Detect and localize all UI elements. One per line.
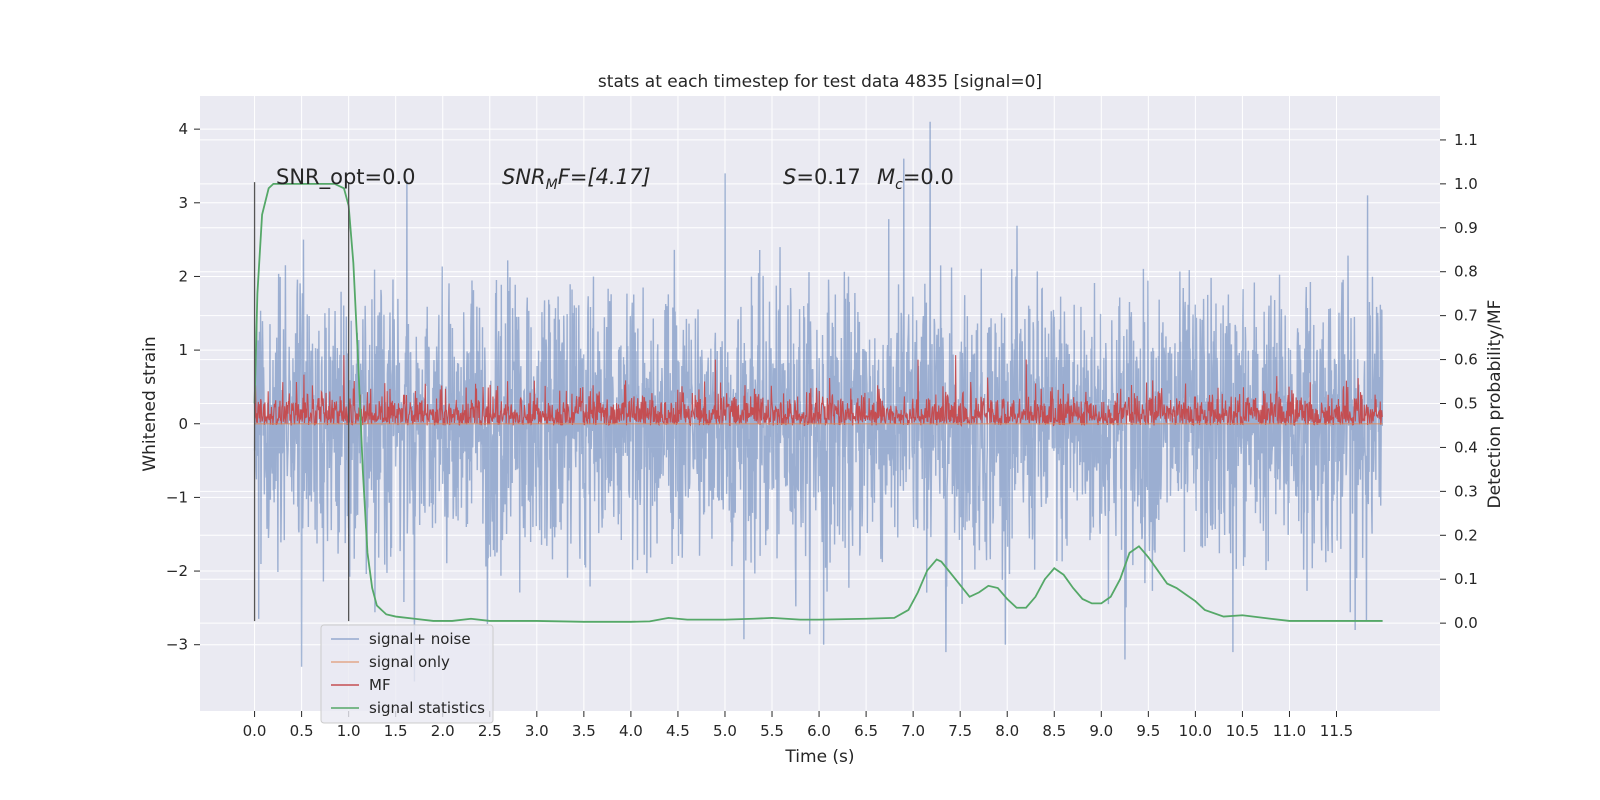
x-tick-label: 11.0 — [1273, 722, 1306, 740]
y2-tick-label: 0.9 — [1454, 219, 1478, 237]
y-tick-label: 4 — [178, 120, 188, 138]
y2-tick-label: 0.0 — [1454, 614, 1478, 632]
legend-label-mf: MF — [369, 676, 391, 694]
x-tick-label: 4.5 — [666, 722, 690, 740]
annotation-snr-mf-main: SNR — [502, 165, 546, 189]
x-tick-label: 4.0 — [619, 722, 643, 740]
annotation-snr-mf: SNRMF=[4.17] — [502, 165, 651, 193]
y-tick-label: 0 — [178, 415, 188, 433]
x-tick-label: 8.0 — [995, 722, 1019, 740]
annotation-s-stat: S=0.17 — [783, 165, 861, 189]
x-tick-label: 9.5 — [1136, 722, 1160, 740]
x-tick-label: 5.5 — [760, 722, 784, 740]
y2-tick-label: 0.4 — [1454, 438, 1478, 456]
x-tick-label: 10.0 — [1179, 722, 1212, 740]
y2-tick-label: 1.0 — [1454, 175, 1478, 193]
x-tick-label: 2.0 — [431, 722, 455, 740]
signal-statistics-line — [253, 182, 1383, 623]
legend: signal+ noise signal only MF signal stat… — [320, 624, 494, 724]
y2-tick-label: 0.8 — [1454, 263, 1478, 281]
annotation-s-value: =0.17 — [796, 165, 860, 189]
y2-tick-label: 0.6 — [1454, 351, 1478, 369]
ticks: 0.0 0.5 1.0 1.5 2.0 2.5 3.0 3.5 4.0 4.5 5.0 5.5 6.0 6… — [166, 120, 1478, 740]
y-tick-label: −1 — [166, 488, 188, 506]
x-tick-label: 8.5 — [1042, 722, 1066, 740]
x-tick-label: 0.5 — [290, 722, 314, 740]
x-tick-label: 0.0 — [243, 722, 267, 740]
annotation-snr-mf-value: F=[4.17] — [558, 165, 651, 189]
y2-tick-label: 0.1 — [1454, 570, 1478, 588]
x-tick-label: 2.5 — [478, 722, 502, 740]
series-signal-noise — [253, 121, 1384, 682]
x-tick-label: 7.5 — [948, 722, 972, 740]
legend-box — [320, 624, 494, 724]
y-tick-label: −3 — [166, 636, 188, 654]
x-tick-label: 1.5 — [384, 722, 408, 740]
annotation-mc: Mc=0.0 — [877, 165, 954, 193]
y2-tick-label: 0.2 — [1454, 526, 1478, 544]
y-tick-label: 2 — [178, 267, 188, 285]
mf-line — [254, 355, 1384, 428]
legend-label-signal-noise: signal+ noise — [369, 630, 471, 648]
y-tick-label: −2 — [166, 562, 188, 580]
annotation-mc-symbol: M — [877, 165, 895, 189]
y2-axis-label: Detection probability/MF — [1485, 300, 1505, 509]
annotation-mc-sub: c — [895, 177, 903, 193]
annotation-snr-mf-sub: M — [546, 177, 558, 193]
x-tick-label: 3.0 — [525, 722, 549, 740]
x-axis-label: Time (s) — [784, 747, 854, 767]
annotation-snr-opt: SNR_opt=0.0 — [276, 165, 416, 190]
y2-tick-label: 0.3 — [1454, 482, 1478, 500]
x-tick-label: 6.5 — [854, 722, 878, 740]
signal-noise-line — [253, 121, 1384, 682]
annotation-mc-value: =0.0 — [903, 165, 954, 189]
y-tick-label: 3 — [178, 194, 188, 212]
y2-tick-label: 0.7 — [1454, 307, 1478, 325]
y-axis-label: Whitened strain — [140, 336, 160, 471]
vertical-markers — [253, 182, 350, 622]
chart-title: stats at each timestep for test data 483… — [598, 72, 1042, 92]
series-signal-statistics — [253, 182, 1383, 623]
legend-label-signal-only: signal only — [369, 653, 450, 671]
x-tick-label: 7.0 — [901, 722, 925, 740]
y-tick-label: 1 — [178, 341, 188, 359]
x-tick-label: 3.5 — [572, 722, 596, 740]
legend-label-signal-statistics: signal statistics — [369, 699, 485, 717]
y2-tick-label: 1.1 — [1454, 131, 1478, 149]
annotation-s-symbol: S — [783, 165, 796, 189]
x-tick-label: 1.0 — [337, 722, 361, 740]
y2-tick-label: 0.5 — [1454, 395, 1478, 413]
x-tick-label: 9.0 — [1089, 722, 1113, 740]
x-tick-label: 5.0 — [713, 722, 737, 740]
x-tick-label: 6.0 — [807, 722, 831, 740]
x-tick-label: 10.5 — [1226, 722, 1259, 740]
x-tick-label: 11.5 — [1320, 722, 1353, 740]
series-mf — [254, 355, 1384, 428]
